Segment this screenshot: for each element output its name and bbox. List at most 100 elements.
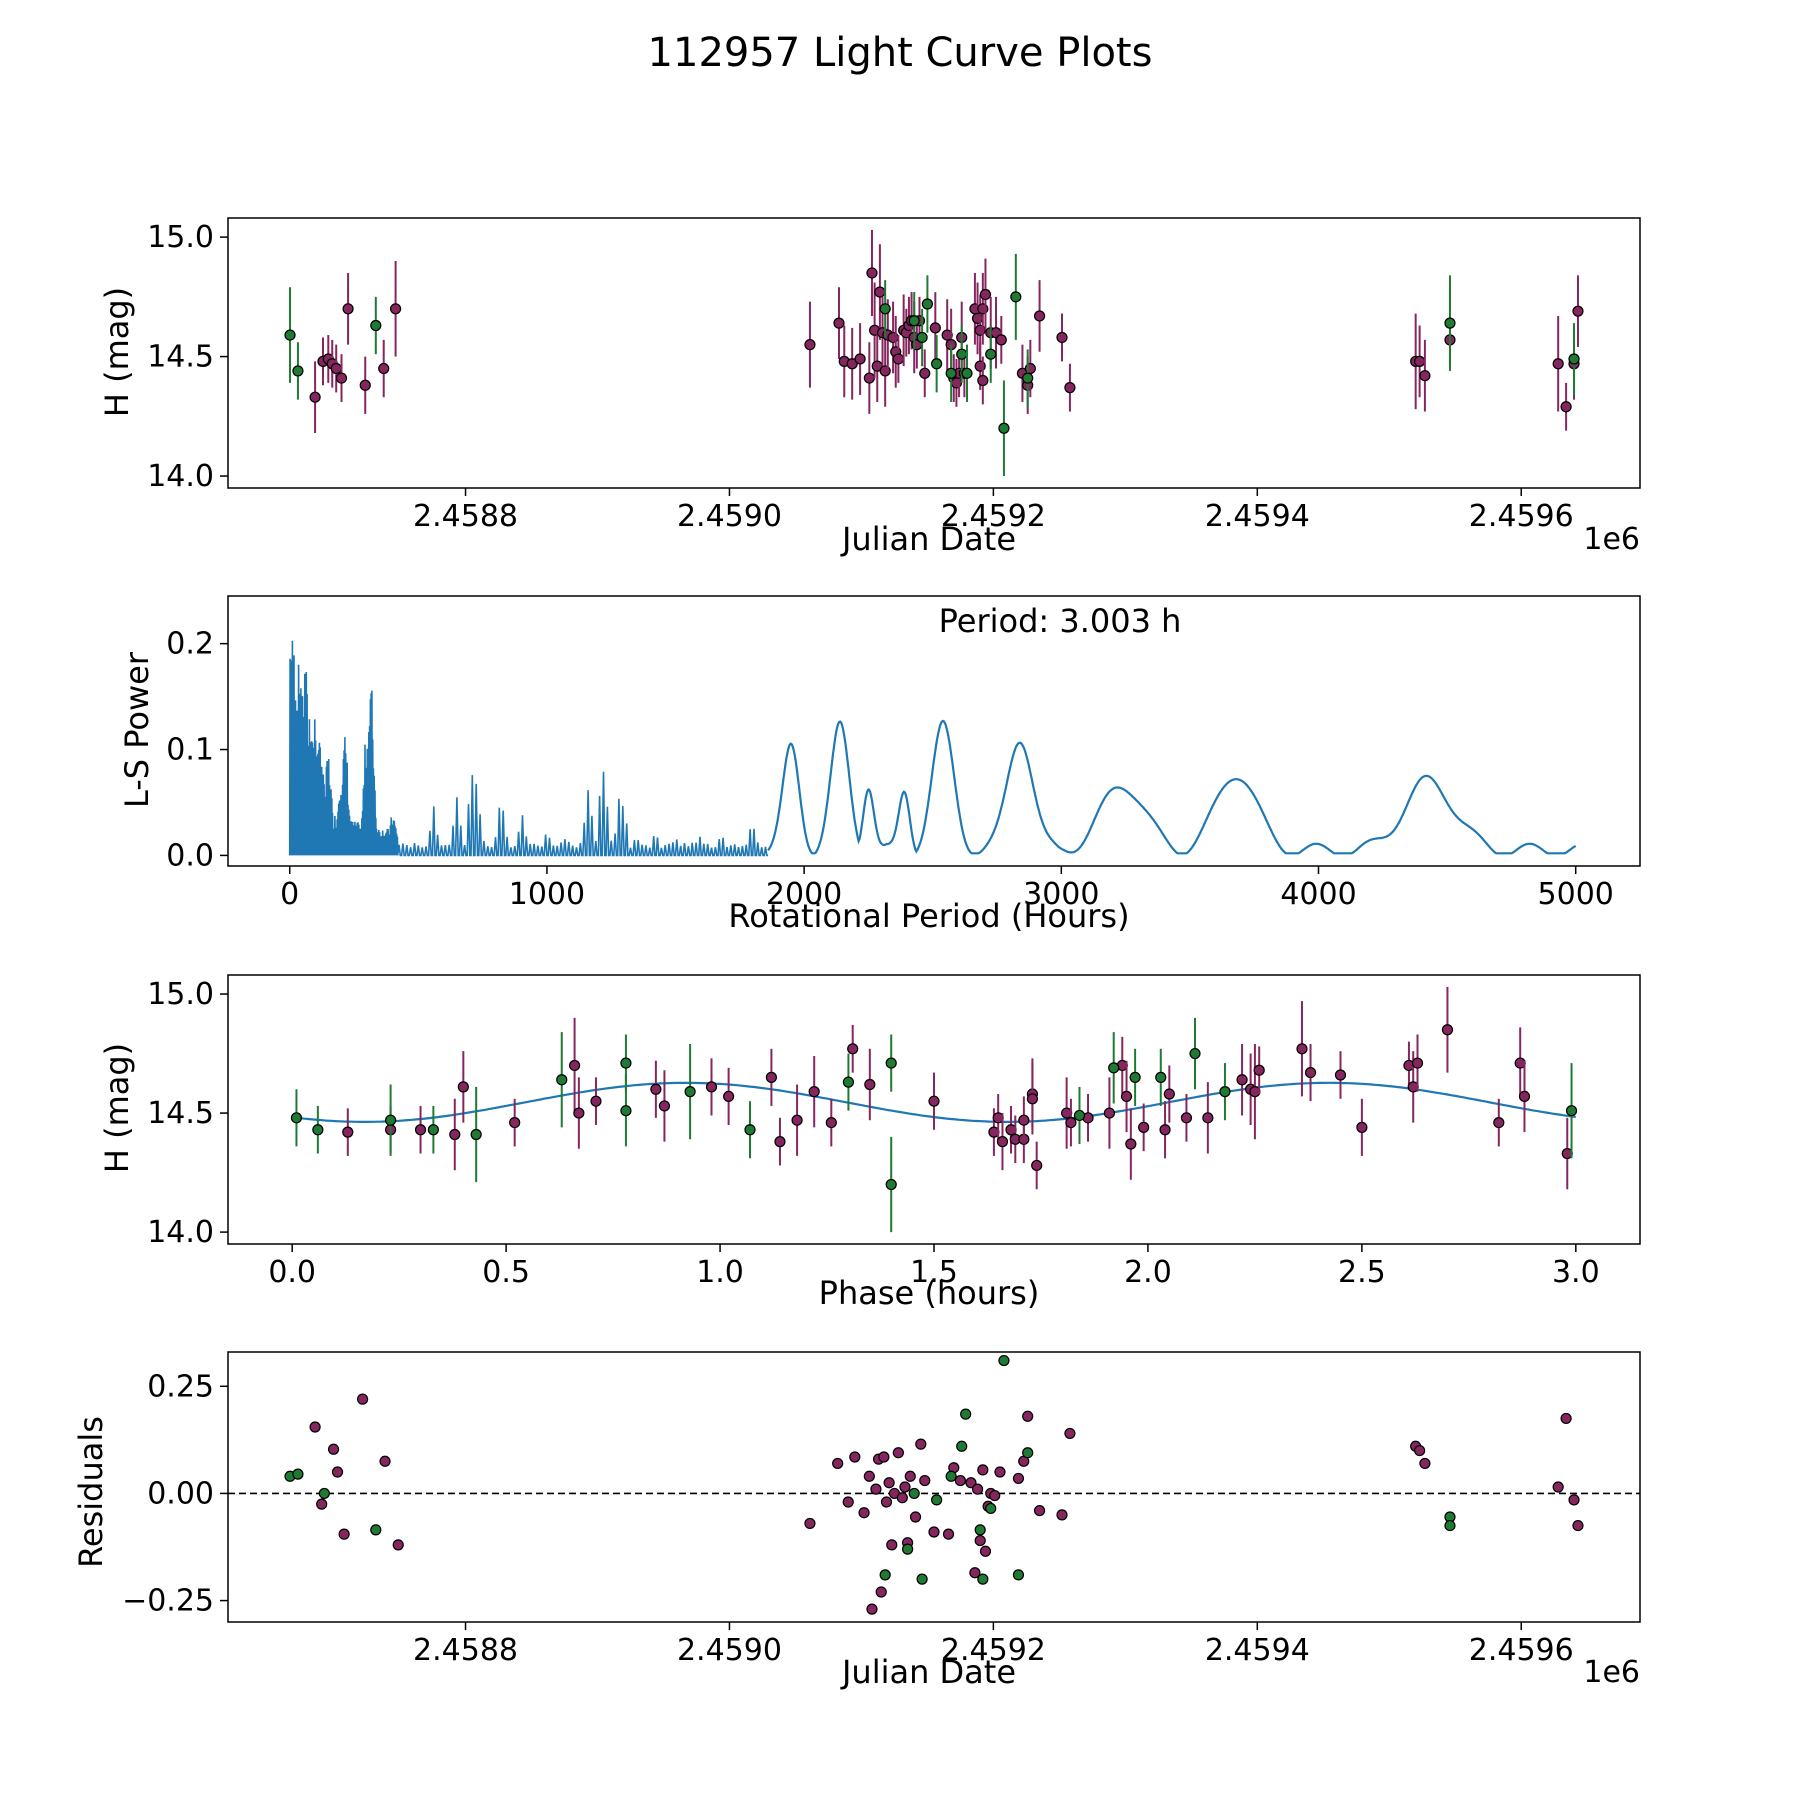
data-point [804, 1517, 816, 1530]
data-point [878, 1451, 890, 1463]
periodogram-smooth-line [767, 719, 1577, 855]
data-point [1018, 1114, 1030, 1126]
data-point [931, 1494, 943, 1506]
data-point [919, 367, 931, 379]
data-point [1518, 1090, 1531, 1103]
x-tick-label: 2.4594 [1205, 499, 1310, 534]
periodogram-ylabel: L-S Power [118, 651, 156, 808]
data-point [684, 1086, 696, 1098]
data-point [849, 1451, 861, 1463]
data-point [908, 315, 920, 327]
data-point [919, 1474, 931, 1487]
data-point [858, 1507, 870, 1519]
data-point [370, 319, 382, 332]
data-point [866, 1603, 878, 1615]
data-point [985, 348, 997, 360]
data-point [979, 1545, 992, 1557]
x-tick-label: 1000 [509, 877, 585, 912]
data-point [1064, 1427, 1076, 1440]
data-point [338, 1528, 350, 1540]
data-point [1414, 1444, 1426, 1457]
data-point [945, 367, 957, 379]
data-point [1565, 1105, 1578, 1117]
x-tick-label: 2.4590 [677, 1633, 782, 1668]
data-point [379, 1455, 391, 1467]
y-tick-label: 15.0 [147, 977, 214, 1012]
y-tick-label: 15.0 [147, 220, 214, 255]
data-point [1444, 1519, 1456, 1532]
data-point [1012, 1472, 1025, 1485]
data-point [1120, 1090, 1133, 1103]
data-point [1022, 372, 1034, 384]
data-point [864, 1078, 876, 1091]
x-tick-label: 1.5 [910, 1255, 958, 1290]
lightcurve-ylabel: H (mag) [98, 287, 136, 417]
data-point [870, 1483, 882, 1495]
data-point [774, 1136, 786, 1148]
phased-xlabel: Phase (hours) [819, 1274, 1040, 1312]
data-point [825, 1116, 837, 1129]
data-point [832, 1457, 844, 1470]
data-point [292, 365, 304, 377]
residuals-panel: Residuals Julian Date 1e6 2.4588 2.4590 2.… [72, 1351, 1641, 1691]
y-tick-label: 14.5 [147, 1096, 214, 1131]
phased-ylabel: H (mag) [98, 1043, 136, 1173]
y-tick-label: 14.0 [147, 1215, 214, 1250]
data-point [620, 1057, 632, 1069]
data-point [885, 1178, 897, 1191]
x-tick-label: 2.4596 [1469, 499, 1574, 534]
data-point [316, 1498, 328, 1510]
data-point [427, 1124, 439, 1136]
data-point [1064, 382, 1076, 394]
residuals-frame [227, 1351, 1641, 1623]
data-point [370, 1524, 382, 1536]
data-point [954, 1474, 966, 1487]
data-point [998, 422, 1010, 434]
data-point [342, 303, 354, 315]
data-point [357, 1393, 369, 1405]
data-point [883, 1477, 895, 1489]
purple-series [342, 986, 1573, 1190]
data-point [995, 334, 1007, 346]
data-point [392, 1539, 404, 1551]
x-tick-label: 2000 [766, 877, 842, 912]
data-point [1334, 1069, 1347, 1081]
data-point [1493, 1116, 1505, 1129]
y-tick-label: −0.25 [122, 1584, 214, 1619]
data-point [457, 1081, 469, 1093]
data-point [886, 1539, 898, 1551]
data-point [290, 1112, 303, 1124]
data-point [331, 1466, 344, 1478]
data-point [292, 1468, 304, 1480]
data-point [1441, 1024, 1454, 1036]
phased-panel: H (mag) Phase (hours) 0.0 0.5 1.0 1.5 2.0 2.5… [98, 974, 1641, 1312]
data-point [330, 362, 342, 375]
data-point [915, 1438, 927, 1450]
data-point [880, 1496, 893, 1508]
data-point [1138, 1121, 1150, 1133]
data-point [977, 1573, 989, 1585]
data-point [994, 1466, 1006, 1478]
data-point [974, 1524, 986, 1536]
data-point [1022, 1410, 1034, 1422]
data-point [874, 286, 886, 298]
y-tick-label: 0.1 [166, 733, 214, 768]
residuals-xlabel: Julian Date [840, 1653, 1016, 1691]
x-tick-label: 2.5 [1338, 1255, 1386, 1290]
data-point [309, 1421, 321, 1433]
period-annotation: Period: 3.003 h [939, 602, 1182, 640]
data-point [556, 1074, 568, 1086]
data-point [1056, 1509, 1068, 1521]
x-tick-label: 2.4594 [1205, 1633, 1310, 1668]
data-point [931, 358, 943, 370]
x-tick-label: 0.0 [268, 1255, 316, 1290]
purple-series [309, 1393, 1584, 1615]
data-point [896, 1492, 908, 1504]
data-point [1202, 1112, 1214, 1124]
data-point [892, 353, 904, 365]
data-point [808, 1086, 820, 1098]
data-point [847, 1043, 859, 1055]
data-point [916, 1573, 928, 1585]
data-point [1552, 358, 1564, 370]
